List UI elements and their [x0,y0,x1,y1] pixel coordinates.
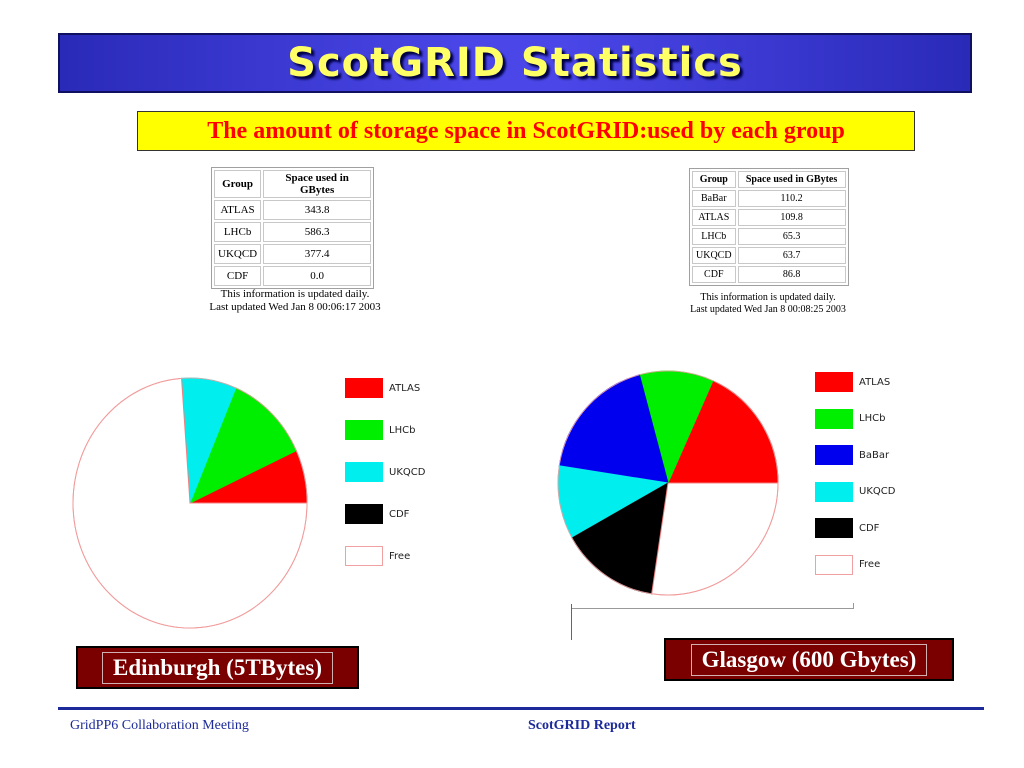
legend-swatch [815,445,853,465]
table-row: UKQCD 377.4 [214,244,372,264]
frame-line [571,604,572,640]
legend-item-lhcb: LHCb [815,408,886,429]
table-cell-group: CDF [692,266,736,283]
table-row: LHCb 586.3 [214,222,372,242]
table-row: LHCb 65.3 [692,228,846,245]
table-cell-group: LHCb [692,228,736,245]
table-cell-group: ATLAS [214,200,262,220]
legend-label: BaBar [859,449,890,461]
legend-item-free: Free [815,554,881,575]
legend-swatch [815,481,853,502]
legend-swatch [345,420,383,440]
glasgow-table: Group Space used in GBytes BaBar 110.2 A… [689,168,849,286]
pie-outline [72,377,308,629]
legend-item-free: Free [345,546,410,566]
legend-label: ATLAS [859,376,891,388]
footer-meeting: GridPP6 Collaboration Meeting [70,718,249,733]
update-note-line: This information is updated daily. [220,288,370,300]
edinburgh-table: Group Space used in GBytes ATLAS 343.8 L… [211,167,375,289]
table-cell-space: 109.8 [737,209,846,226]
legend-swatch [815,554,853,575]
table-cell-space: 65.3 [737,228,846,245]
caption-text: Glasgow (600 Gbytes) [690,643,928,676]
table-header-row: Group Space used in GBytes [692,171,846,188]
table-header-group: Group [692,171,736,188]
footer-report: ScotGRID Report [528,718,636,733]
table-header-row: Group Space used in GBytes [214,170,372,198]
table-row: UKQCD 63.7 [692,247,846,264]
table-header-space: Space used in GBytes [263,170,372,198]
table-cell-space: 110.2 [737,190,846,207]
table-cell-space: 377.4 [263,244,372,264]
pie-outline [557,370,779,596]
legend-label: ATLAS [389,382,421,394]
legend-label: LHCb [859,413,886,424]
glasgow-caption: Glasgow (600 Gbytes) [664,638,954,681]
legend-label: Free [859,559,881,570]
table-cell-group: BaBar [692,190,736,207]
table-cell-group: UKQCD [692,247,736,264]
legend-swatch [345,462,383,482]
page-title: ScotGRID Statistics [287,40,743,86]
table-cell-group: CDF [214,266,262,286]
table-cell-group: UKQCD [214,244,262,264]
frame-line [572,608,854,609]
footer-divider [58,707,984,710]
subtitle-box: The amount of storage space in ScotGRID:… [137,111,915,151]
frame-line [853,603,854,609]
table-cell-space: 343.8 [263,200,372,220]
pie-slice-free [651,482,779,596]
table-cell-space: 86.8 [737,266,846,283]
legend-item-babar: BaBar [815,445,889,465]
table-row: ATLAS 109.8 [692,209,846,226]
table-cell-group: ATLAS [692,209,736,226]
legend-item-ukqcd: UKQCD [345,462,425,482]
table-row: CDF 0.0 [214,266,372,286]
legend-swatch [345,504,383,524]
legend-swatch [345,378,383,398]
table-cell-space: 63.7 [737,247,846,264]
table-header-space: Space used in GBytes [737,171,846,188]
legend-label: UKQCD [389,466,426,478]
legend-swatch [815,408,853,429]
edinburgh-update-note: This information is updated daily. Last … [190,288,400,314]
edinburgh-caption: Edinburgh (5TBytes) [76,646,359,689]
legend-item-atlas: ATLAS [815,372,890,392]
legend-item-cdf: CDF [345,504,409,524]
legend-swatch [815,518,853,538]
legend-label: Free [389,550,411,562]
table-cell-group: LHCb [214,222,262,242]
table-cell-space: 0.0 [263,266,372,286]
update-note-line: This information is updated daily. [700,292,836,303]
update-note-timestamp: Last updated Wed Jan 8 00:08:25 2003 [690,304,846,315]
title-banner: ScotGRID Statistics [58,33,972,93]
caption-text: Edinburgh (5TBytes) [102,651,333,684]
glasgow-update-note: This information is updated daily. Last … [670,292,866,316]
table-row: CDF 86.8 [692,266,846,283]
legend-swatch [345,546,383,566]
legend-item-lhcb: LHCb [345,420,415,440]
legend-label: CDF [859,522,880,534]
table-cell-space: 586.3 [263,222,372,242]
page-subtitle: The amount of storage space in ScotGRID:… [207,117,845,144]
legend-item-atlas: ATLAS [345,378,420,398]
legend-label: UKQCD [859,486,896,497]
update-note-timestamp: Last updated Wed Jan 8 00:06:17 2003 [209,301,381,313]
table-row: BaBar 110.2 [692,190,846,207]
table-header-group: Group [214,170,262,198]
legend-item-ukqcd: UKQCD [815,481,896,502]
legend-label: CDF [389,508,410,520]
legend-label: LHCb [389,424,416,436]
legend-swatch [815,372,853,392]
table-row: ATLAS 343.8 [214,200,372,220]
legend-item-cdf: CDF [815,518,879,538]
